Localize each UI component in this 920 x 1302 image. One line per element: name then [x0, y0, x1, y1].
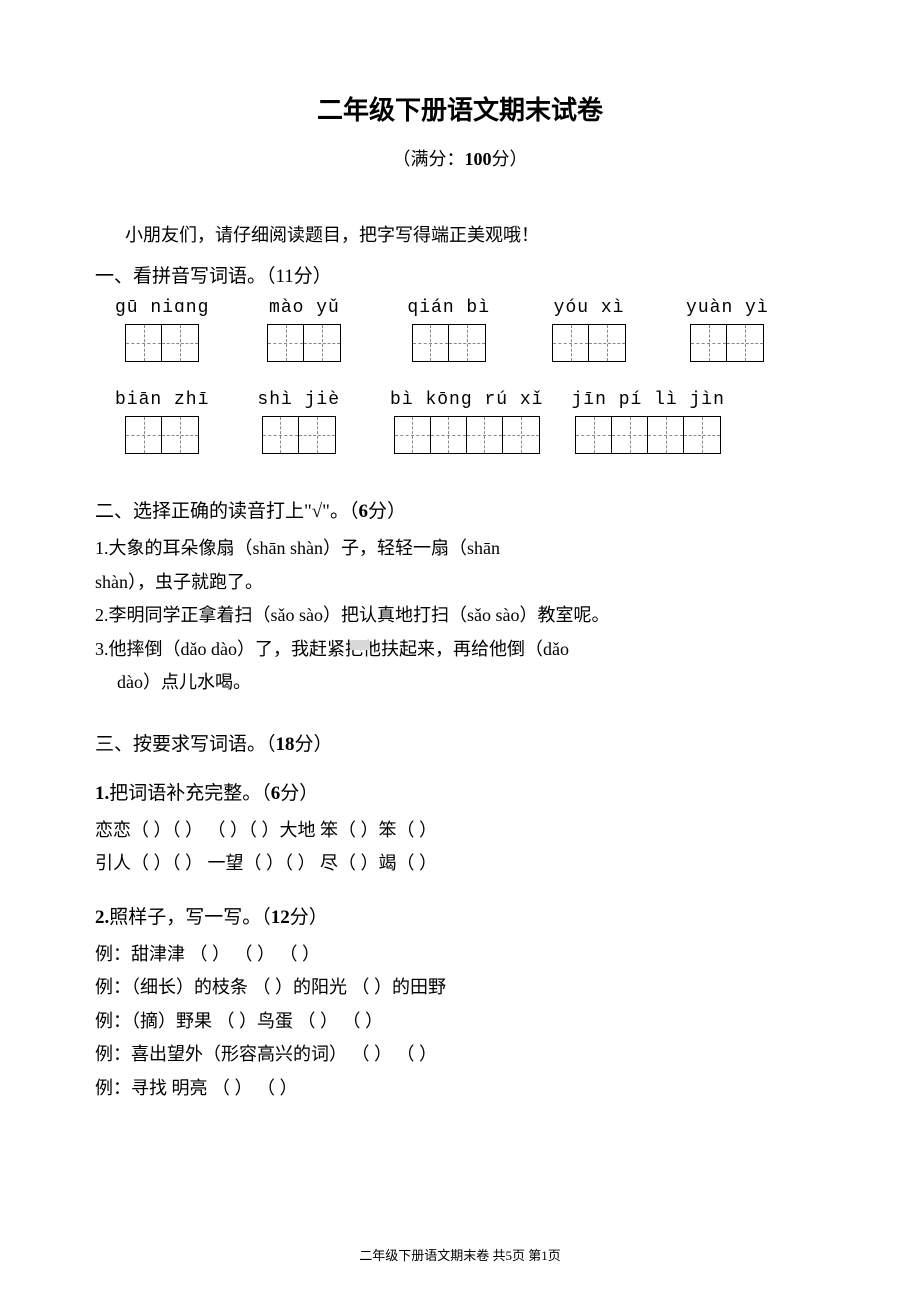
char-boxes[interactable]: [267, 324, 341, 362]
pinyin-label: bì kōng rú xǐ: [390, 390, 543, 410]
pinyin-item: gū niɑng: [115, 298, 209, 382]
s3-2-line2: 例：（细长）的枝条 （ ）的阳光 （ ）的田野: [95, 972, 825, 1004]
watermark-icon: [350, 640, 370, 650]
pinyin-item: yuàn yì: [686, 298, 769, 382]
pinyin-label: yóu xì: [554, 298, 625, 318]
s3-2-line5: 例：寻找 明亮 （ ） （ ）: [95, 1073, 825, 1105]
pinyin-item: qián bì: [407, 298, 490, 382]
pinyin-item: shì jiè: [257, 390, 340, 474]
char-boxes[interactable]: [552, 324, 626, 362]
s3-heading-pre: 三、按要求写词语。（: [95, 734, 276, 755]
q2-line1b: shàn），虫子就跑了。: [95, 567, 825, 599]
pinyin-row-2: biān zhī shì jiè bì kōng rú xǐ jīn pí lì…: [95, 390, 825, 474]
section3-heading: 三、按要求写词语。（18分）: [95, 729, 825, 756]
s3-1-line1: 恋恋（ ）（ ） （ ）（ ）大地 笨（ ）笨（ ）: [95, 815, 825, 847]
s3-sub1-pts: 6: [271, 783, 281, 804]
s2-heading-post: 分）: [368, 501, 406, 522]
section2-heading: 二、选择正确的读音打上"√"。（6分）: [95, 496, 825, 523]
intro-text: 小朋友们，请仔细阅读题目，把字写得端正美观哦！: [125, 221, 825, 247]
char-boxes[interactable]: [575, 416, 721, 454]
s3-sub2-pts: 12: [271, 907, 290, 928]
s3-sub1-title: 把词语补充完整。（: [109, 783, 271, 804]
section3-sub1: 1.把词语补充完整。（6分）: [95, 778, 825, 805]
pinyin-label: yuàn yì: [686, 298, 769, 318]
s3-2-line3: 例：（摘）野果 （ ）鸟蛋 （ ） （ ）: [95, 1006, 825, 1038]
s3-sub1-pre: 1.: [95, 783, 109, 804]
s3-sub2-post: 分）: [290, 907, 328, 928]
char-boxes[interactable]: [690, 324, 764, 362]
s3-heading-pts: 18: [276, 734, 295, 755]
pinyin-label: shì jiè: [257, 390, 340, 410]
pinyin-row-1: gū niɑng mào yǔ qián bì yóu xì yuàn yì: [95, 298, 825, 382]
page-subtitle: （满分：100分）: [95, 145, 825, 171]
pinyin-label: qián bì: [407, 298, 490, 318]
section1-heading: 一、看拼音写词语。（11分）: [95, 261, 825, 288]
s3-sub1-post: 分）: [280, 783, 318, 804]
q2-line3b: dào）点儿水喝。: [95, 667, 825, 699]
char-boxes[interactable]: [125, 324, 199, 362]
page-footer: 二年级下册语文期末卷 共5页 第1页: [0, 1245, 920, 1264]
pinyin-item: bì kōng rú xǐ: [390, 390, 543, 474]
s3-sub2-pre: 2.: [95, 907, 109, 928]
char-boxes[interactable]: [125, 416, 199, 454]
section3-sub2: 2.照样子，写一写。（12分）: [95, 902, 825, 929]
char-boxes[interactable]: [262, 416, 336, 454]
pinyin-label: jīn pí lì jìn: [571, 390, 724, 410]
subtitle-score: 100: [465, 149, 492, 169]
s3-2-line1: 例：甜津津 （ ） （ ） （ ）: [95, 939, 825, 971]
subtitle-suffix: 分）: [492, 149, 528, 169]
pinyin-item: mào yǔ: [267, 298, 341, 382]
page-title: 二年级下册语文期末试卷: [95, 90, 825, 127]
q2-line3: 3.他摔倒（dǎo dào）了，我赶紧把他扶起来，再给他倒（dǎo: [95, 634, 825, 666]
pinyin-label: mào yǔ: [269, 298, 340, 318]
pinyin-item: yóu xì: [552, 298, 626, 382]
pinyin-label: biān zhī: [115, 390, 209, 410]
pinyin-item: jīn pí lì jìn: [571, 390, 724, 474]
s2-heading-pts: 6: [358, 501, 368, 522]
s3-1-line2: 引人（ ）（ ） 一望（ ）（ ） 尽（ ）竭（ ）: [95, 848, 825, 880]
char-boxes[interactable]: [412, 324, 486, 362]
s2-heading-pre: 二、选择正确的读音打上"√"。（: [95, 501, 358, 522]
s3-2-line4: 例：喜出望外（形容高兴的词） （ ） （ ）: [95, 1039, 825, 1071]
subtitle-prefix: （满分：: [393, 149, 465, 169]
pinyin-label: gū niɑng: [115, 298, 209, 318]
s3-sub2-title: 照样子，写一写。（: [109, 907, 271, 928]
q2-line1: 1.大象的耳朵像扇（shān shàn）子，轻轻一扇（shān: [95, 533, 825, 565]
pinyin-item: biān zhī: [115, 390, 209, 474]
char-boxes[interactable]: [394, 416, 540, 454]
q2-line2: 2.李明同学正拿着扫（sǎo sào）把认真地打扫（sǎo sào）教室呢。: [95, 600, 825, 632]
s3-heading-post: 分）: [295, 734, 333, 755]
